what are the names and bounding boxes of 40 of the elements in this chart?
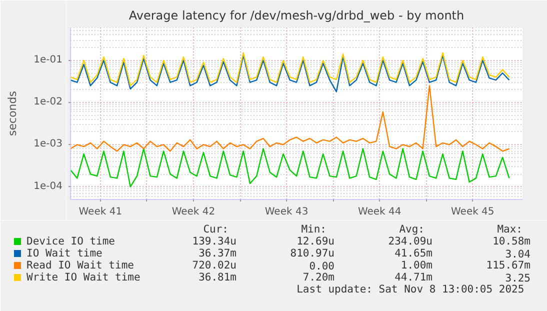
text: 10.58m [492, 236, 531, 248]
y-axis-title: seconds [6, 90, 19, 136]
text: Avg: [399, 224, 425, 236]
y-tick-label: 1e-04 [34, 180, 63, 192]
text: 3.04 [505, 248, 531, 260]
text: 115.67m [486, 260, 531, 272]
text: 720.02u [192, 260, 237, 272]
text: 810.97u [290, 248, 335, 260]
y-tick-label: 1e-02 [34, 96, 63, 108]
text: Cur: [203, 224, 229, 236]
text: 44.71m [394, 272, 433, 284]
text: 7.20m [302, 272, 334, 284]
text: Min: [301, 224, 327, 236]
legend-label: Device IO time [26, 236, 116, 248]
text: 139.34u [192, 236, 237, 248]
legend-label: Write IO Wait time [26, 272, 140, 284]
legend-label: Read IO Wait time [26, 260, 134, 272]
x-tick-label: Week 44 [358, 206, 402, 218]
text: 12.69u [296, 236, 335, 248]
line-series [70, 148, 510, 188]
text: 234.09u [388, 236, 433, 248]
text: 36.37m [198, 248, 237, 260]
y-tick-label: 1e-03 [34, 138, 63, 150]
line-series [70, 85, 510, 152]
text: 36.81m [198, 272, 237, 284]
legend-label: IO Wait time [26, 248, 102, 260]
x-tick-label: Week 43 [264, 206, 308, 218]
text: 1.00m [400, 260, 432, 272]
text: Max: [497, 224, 523, 236]
line-series [70, 54, 510, 92]
text: 3.25 [505, 272, 531, 284]
chart-title: Average latency for /dev/mesh-vg/drbd_web - by month [128, 8, 464, 22]
text: 41.65m [394, 248, 433, 260]
y-tick-label: 1e-01 [34, 54, 63, 66]
line-series [70, 52, 510, 86]
text: Last update: Sat Nov 8 13:00:05 2025 [296, 284, 524, 296]
text: 0.00 [309, 260, 335, 272]
x-tick-label: Week 42 [172, 206, 216, 218]
x-tick-label: Week 41 [78, 206, 122, 218]
x-tick-label: Week 45 [450, 206, 494, 218]
